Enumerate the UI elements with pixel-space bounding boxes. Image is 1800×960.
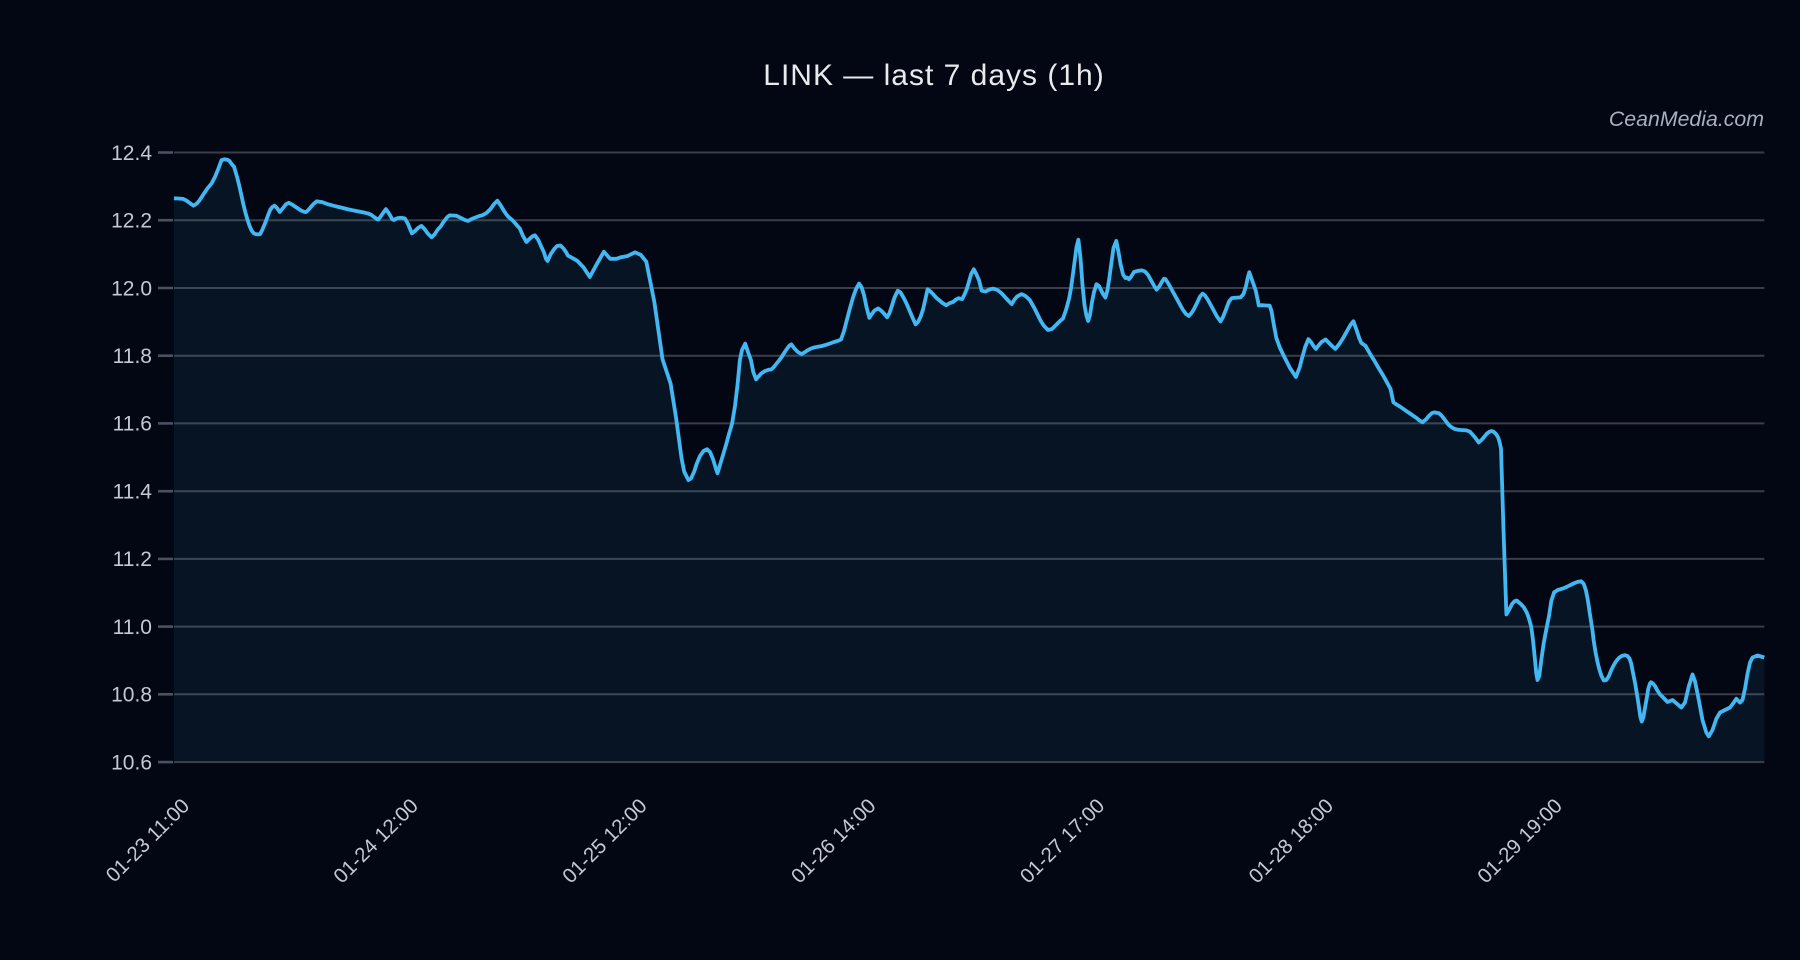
svg-text:12.4: 12.4 xyxy=(111,142,152,165)
svg-text:LINK — last 7 days (1h): LINK — last 7 days (1h) xyxy=(763,59,1104,92)
svg-text:10.8: 10.8 xyxy=(111,684,152,707)
svg-text:11.8: 11.8 xyxy=(113,345,152,368)
svg-text:11.0: 11.0 xyxy=(113,616,152,639)
svg-text:12.2: 12.2 xyxy=(111,210,152,233)
svg-text:11.4: 11.4 xyxy=(113,481,153,504)
svg-text:10.6: 10.6 xyxy=(111,751,152,774)
svg-text:11.6: 11.6 xyxy=(113,413,152,436)
svg-text:12.0: 12.0 xyxy=(111,277,152,300)
svg-text:CeanMedia.com: CeanMedia.com xyxy=(1609,107,1764,131)
svg-text:11.2: 11.2 xyxy=(113,548,152,571)
